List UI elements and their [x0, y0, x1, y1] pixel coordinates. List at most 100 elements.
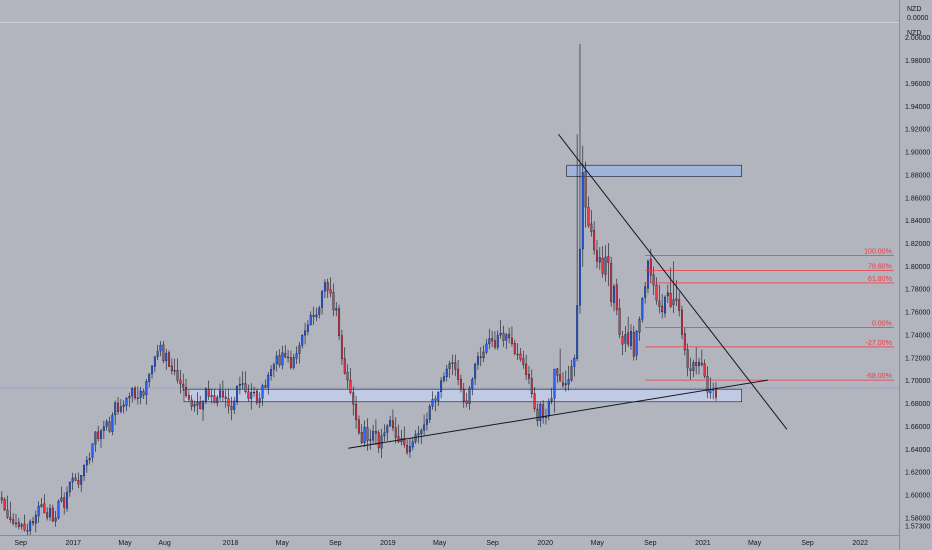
candle-body: [165, 353, 168, 362]
candle-body: [258, 398, 261, 403]
candle: [411, 437, 414, 451]
candle: [578, 44, 581, 314]
candle-body: [114, 402, 117, 415]
candle-body: [346, 372, 349, 381]
candle: [576, 134, 579, 362]
candle-body: [666, 292, 669, 297]
candle-body: [51, 507, 54, 522]
candle: [440, 377, 443, 399]
candle: [20, 522, 23, 530]
candle: [664, 295, 666, 318]
candle-body: [703, 363, 706, 377]
candle-body: [272, 364, 275, 370]
candle: [482, 345, 485, 362]
time-tick-label: Sep: [14, 540, 27, 547]
candle: [601, 246, 604, 278]
candle: [423, 414, 426, 436]
candle-body: [66, 491, 68, 509]
candle: [695, 347, 698, 375]
candle: [496, 330, 499, 350]
candle-body: [391, 420, 394, 429]
candle: [437, 391, 440, 406]
candle: [250, 383, 253, 410]
candle-body: [397, 436, 400, 443]
candle-body: [593, 230, 596, 251]
trendline[interactable]: [348, 379, 769, 449]
candle: [391, 409, 394, 432]
price-axis[interactable]: NZD 0.0000 NZD 2.00000 1.98000 1.96000 1.94…: [899, 0, 932, 550]
candle-body: [510, 337, 513, 345]
candle: [173, 358, 176, 376]
candle-body: [695, 362, 698, 366]
candle-body: [202, 400, 205, 410]
candle: [352, 386, 355, 416]
candle-body: [83, 464, 85, 477]
candle: [445, 364, 448, 382]
candle: [233, 396, 236, 415]
candle: [615, 278, 618, 316]
candle: [0, 491, 3, 504]
candle-body: [57, 501, 60, 519]
candle-body: [125, 398, 128, 406]
candle-body: [315, 314, 318, 318]
candle: [119, 399, 122, 414]
candle: [533, 387, 536, 412]
candle: [488, 328, 491, 349]
candle: [94, 431, 97, 452]
candle: [542, 400, 545, 424]
currency-sub-value: 0.0000: [907, 15, 929, 22]
candle-body: [329, 289, 332, 294]
candle-body: [100, 430, 102, 439]
candle: [335, 302, 338, 317]
candle: [647, 259, 649, 294]
candle-body: [689, 368, 692, 371]
candle-body: [168, 352, 171, 367]
candle-body: [411, 441, 414, 448]
price-tick-label: 1.57300: [905, 523, 930, 530]
candle: [394, 417, 397, 444]
candle: [114, 400, 117, 425]
candle-body: [672, 299, 675, 305]
candle-body: [618, 308, 621, 335]
candle-body: [451, 362, 454, 364]
candle: [139, 387, 142, 405]
candle-body: [462, 389, 465, 402]
candle: [108, 416, 111, 433]
candle-body: [255, 391, 258, 403]
candle-body: [573, 358, 576, 367]
candle-body: [669, 293, 672, 307]
candle: [360, 424, 363, 444]
candle: [80, 475, 83, 492]
candle-body: [525, 363, 528, 375]
candle: [536, 403, 539, 427]
candle: [522, 350, 525, 369]
candle-body: [12, 519, 15, 524]
time-axis[interactable]: Sep 2017 May Aug 2018 May Sep 2019 May Sep 2020 May…: [0, 535, 899, 550]
price-tick-label: 1.74000: [905, 332, 930, 339]
candle: [270, 365, 273, 381]
candle: [40, 498, 43, 508]
candle: [689, 357, 692, 380]
candle-body: [550, 398, 553, 402]
candle-body: [686, 349, 689, 369]
candle-body: [238, 384, 241, 386]
zone-rectangle[interactable]: [566, 164, 743, 177]
time-axis-background: [0, 535, 899, 550]
candle-body: [522, 358, 525, 365]
candle-body: [270, 369, 273, 376]
candle: [37, 501, 40, 523]
price-tick-label: 1.62000: [905, 470, 930, 477]
candle: [91, 443, 94, 463]
candle: [683, 327, 686, 356]
candle: [593, 221, 596, 255]
candle-body: [105, 421, 108, 427]
candle-body: [253, 392, 256, 394]
candle-body: [176, 370, 179, 381]
candle: [100, 428, 102, 448]
candle: [652, 266, 655, 295]
candle-body: [590, 223, 593, 232]
candle: [672, 261, 675, 314]
candle-body: [94, 431, 97, 445]
trendline[interactable]: [558, 133, 788, 430]
